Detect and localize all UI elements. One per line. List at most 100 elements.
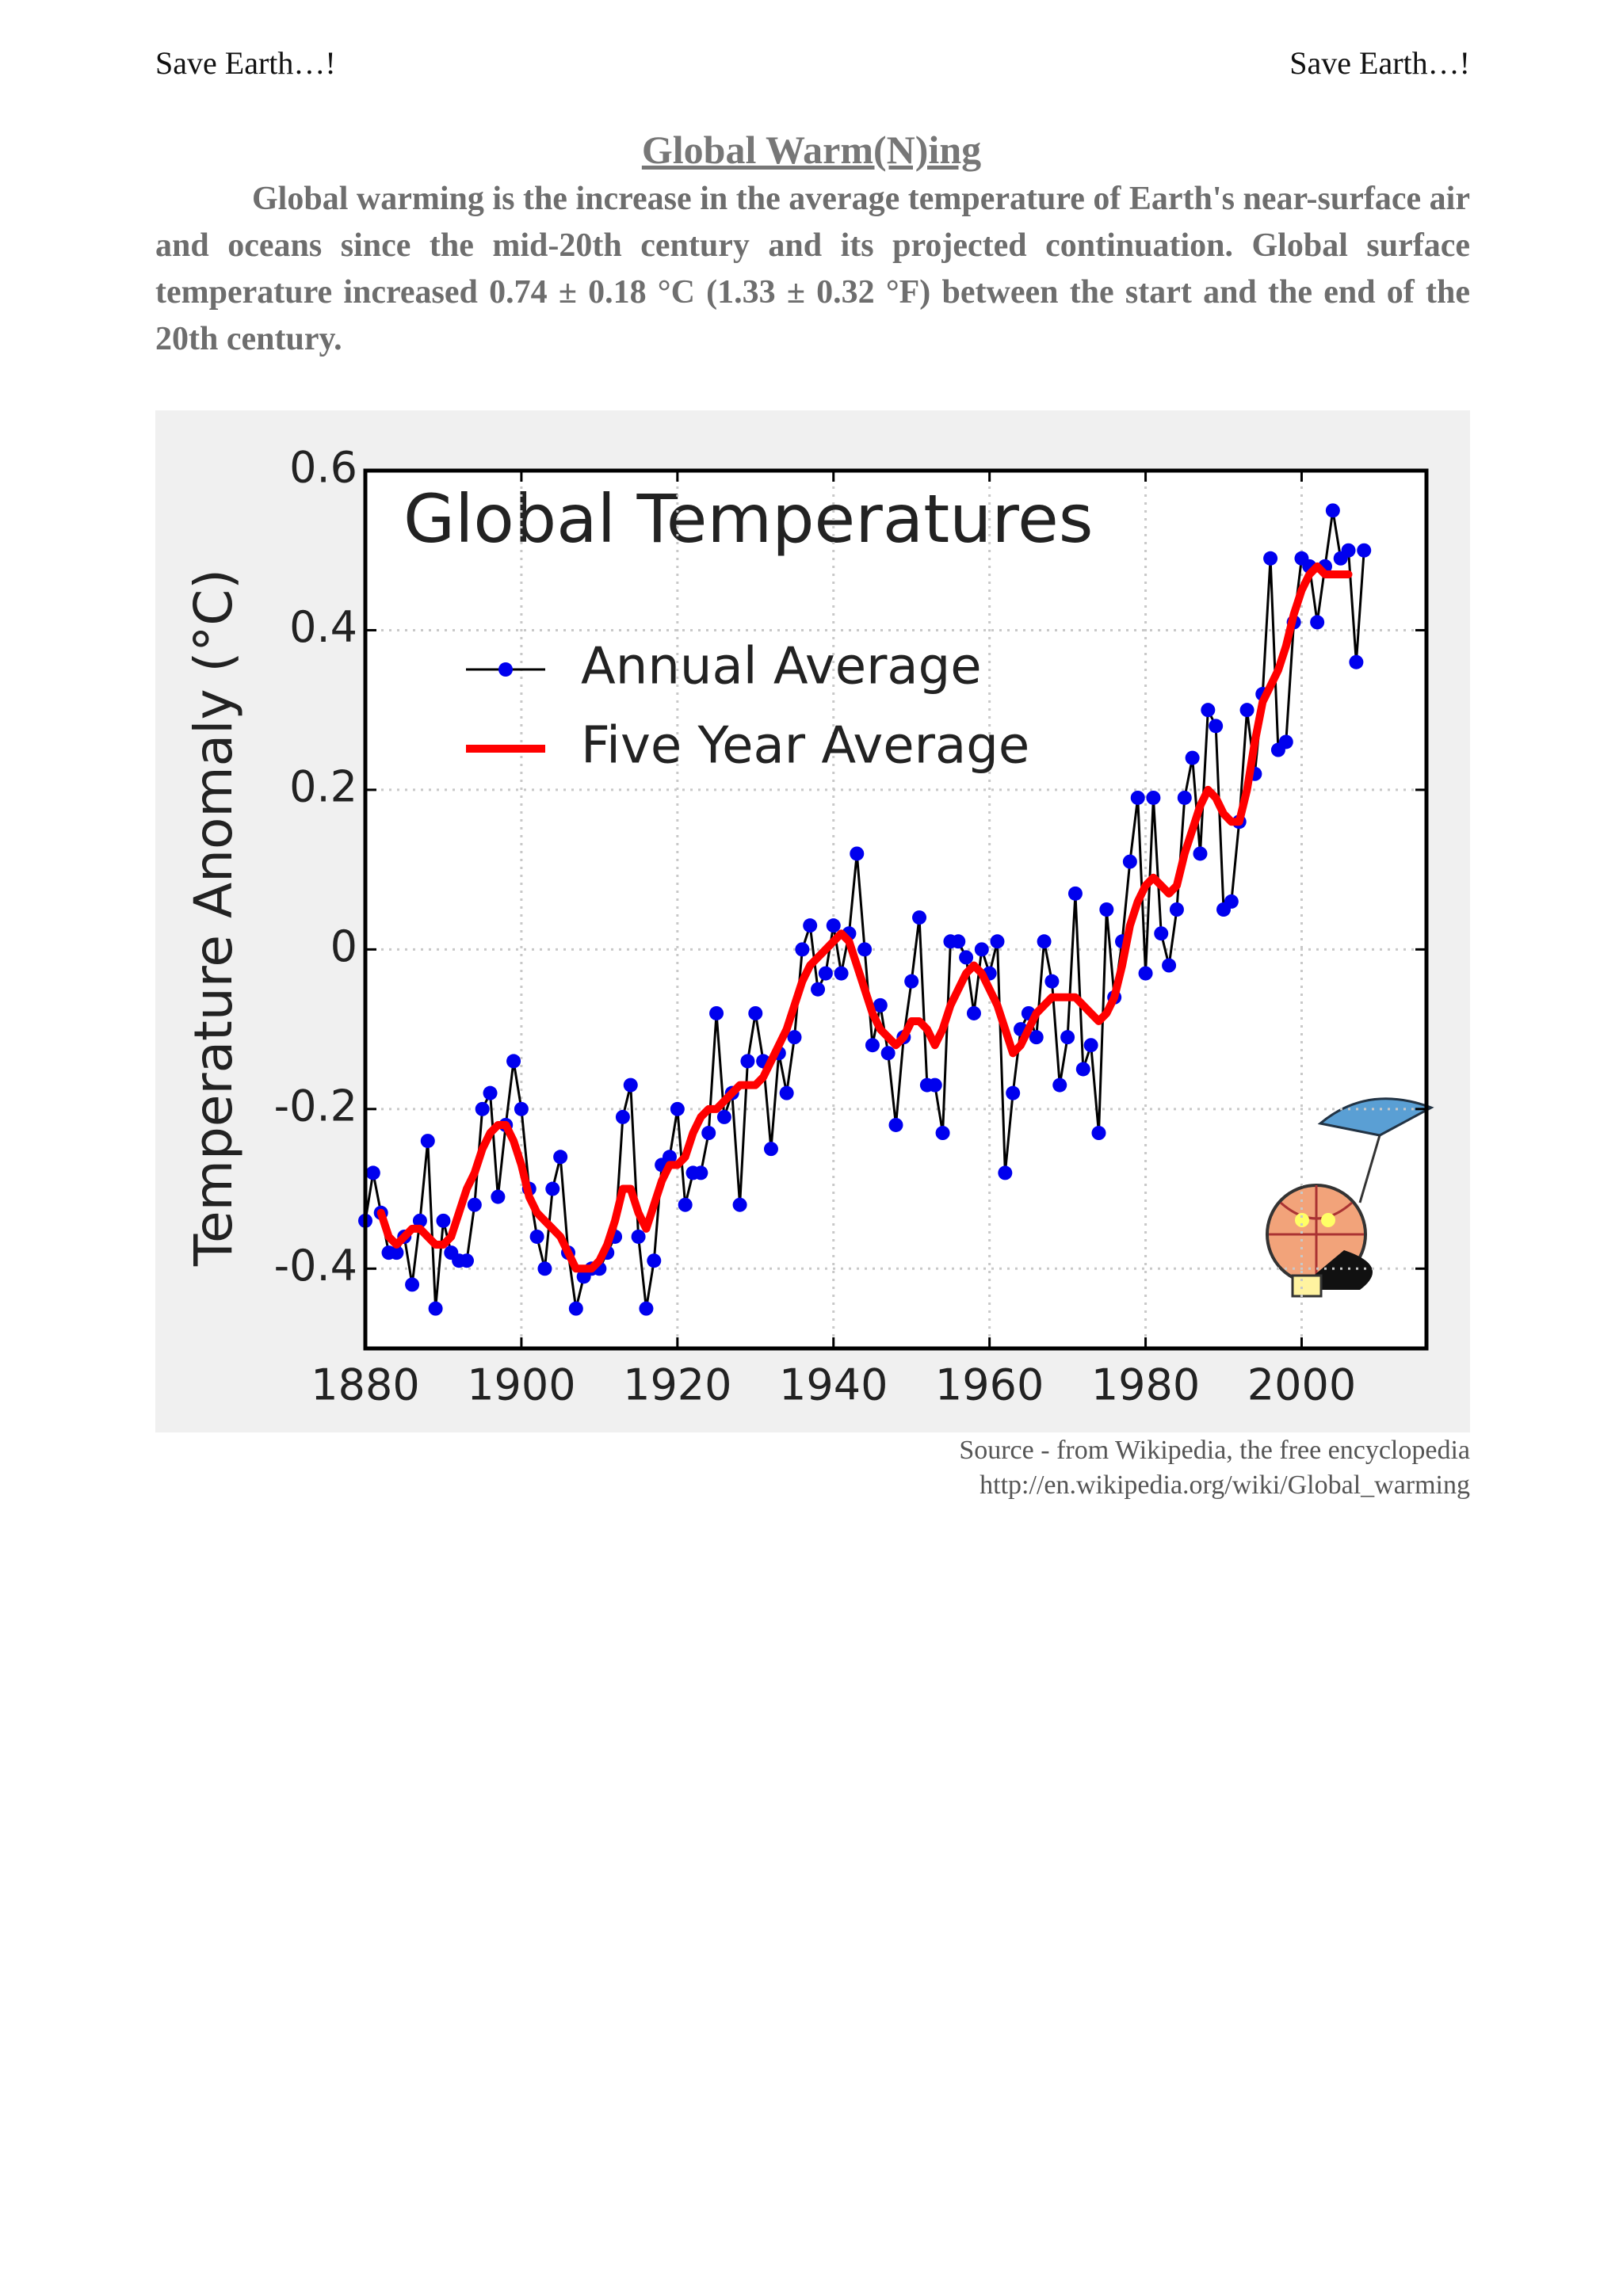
data-point [1130, 790, 1145, 805]
data-point [693, 1165, 708, 1180]
data-point [959, 950, 974, 965]
x-tick-label: 2000 [1247, 1360, 1356, 1410]
data-point [904, 974, 919, 989]
data-point [873, 997, 888, 1013]
page-title: Global Warm(N)ing [641, 128, 982, 172]
data-point [491, 1189, 506, 1204]
data-point [670, 1101, 685, 1116]
data-point [998, 1165, 1013, 1180]
data-point [927, 1077, 942, 1093]
average-line [376, 562, 1353, 1273]
data-point [568, 1301, 583, 1316]
data-point [506, 1054, 521, 1069]
data-point [1044, 974, 1060, 989]
data-point [1099, 902, 1114, 917]
data-point [420, 1134, 435, 1149]
data-point [811, 982, 826, 997]
data-point [459, 1253, 474, 1268]
source-line: Source - from Wikipedia, the free encycl… [959, 1436, 1470, 1465]
chart: Global Temperatures Temperature Anomaly … [155, 410, 1470, 1432]
data-point [912, 910, 927, 925]
data-point [951, 934, 966, 949]
data-point [1193, 846, 1208, 861]
data-point [740, 1054, 755, 1069]
x-tick-label: 1900 [467, 1360, 575, 1410]
data-point [483, 1085, 498, 1100]
x-tick-label: 1880 [311, 1360, 419, 1410]
paragraph: Global warming is the increase in the av… [155, 181, 1470, 357]
data-point [545, 1181, 560, 1196]
source-url: http://en.wikipedia.org/wiki/Global_warm… [980, 1470, 1470, 1500]
x-tick-label: 1920 [623, 1360, 731, 1410]
data-point [1162, 958, 1177, 973]
data-point [1060, 1030, 1075, 1045]
header-left: Save Earth…! [155, 45, 336, 81]
data-point [529, 1229, 544, 1244]
data-point [1138, 966, 1153, 981]
data-point [1052, 1077, 1067, 1093]
plot-area [365, 471, 1426, 1348]
data-point [623, 1077, 638, 1093]
data-point [553, 1150, 568, 1165]
data-point [857, 942, 873, 957]
data-point [888, 1117, 903, 1132]
header-right: Save Earth…! [1289, 45, 1470, 81]
data-point [880, 1046, 896, 1061]
data-point [365, 1165, 380, 1180]
plot: -0.4 -0.2 0 0.2 0.4 0.6 1880 1900 1920 1940 1960 19… [274, 443, 1429, 1410]
data-point [639, 1301, 654, 1316]
data-point [1224, 894, 1239, 909]
data-point [779, 1085, 794, 1100]
data-point [1239, 703, 1254, 718]
data-point [935, 1126, 950, 1141]
data-point [763, 1142, 778, 1157]
data-point [1263, 551, 1278, 566]
data-point [1091, 1126, 1106, 1141]
data-point [647, 1253, 662, 1268]
cartoon [1266, 1097, 1434, 1298]
data-point [1209, 719, 1224, 734]
data-point [1177, 790, 1192, 805]
data-point [1122, 854, 1137, 869]
data-point [1201, 703, 1216, 718]
data-point [537, 1261, 552, 1276]
data-point [701, 1126, 716, 1141]
data-point [436, 1213, 451, 1228]
data-point [1310, 615, 1325, 630]
data-point [1154, 926, 1169, 941]
data-point [826, 918, 841, 933]
data-point [1075, 1062, 1090, 1077]
data-point [405, 1277, 420, 1292]
data-point [412, 1213, 427, 1228]
data-point [966, 1005, 981, 1020]
data-point [850, 846, 865, 861]
data-point [428, 1301, 443, 1316]
data-point [1083, 1038, 1098, 1053]
data-point [795, 942, 810, 957]
data-point [662, 1150, 677, 1165]
chart-title: Global Temperatures [403, 480, 1094, 558]
y-tick-label: 0.4 [289, 602, 357, 652]
data-point [803, 918, 818, 933]
y-tick-label: -0.4 [274, 1241, 357, 1291]
data-point [1169, 902, 1184, 917]
data-point [615, 1109, 630, 1124]
data-point [716, 1109, 731, 1124]
data-point [631, 1229, 646, 1244]
y-tick-label: -0.2 [274, 1081, 357, 1131]
data-point [834, 966, 849, 981]
data-point [1357, 543, 1372, 558]
data-point [1185, 750, 1200, 765]
data-point [389, 1245, 404, 1261]
legend-label: Five Year Average [581, 717, 1029, 776]
x-tick-label: 1960 [935, 1360, 1044, 1410]
data-point [787, 1030, 802, 1045]
data-point [974, 942, 989, 957]
y-tick-label: 0 [330, 921, 357, 971]
data-point [709, 1005, 724, 1020]
legend-label: Annual Average [581, 638, 982, 696]
legend-marker [498, 662, 513, 677]
data-point [678, 1197, 693, 1212]
y-tick-label: 0.2 [289, 762, 357, 812]
